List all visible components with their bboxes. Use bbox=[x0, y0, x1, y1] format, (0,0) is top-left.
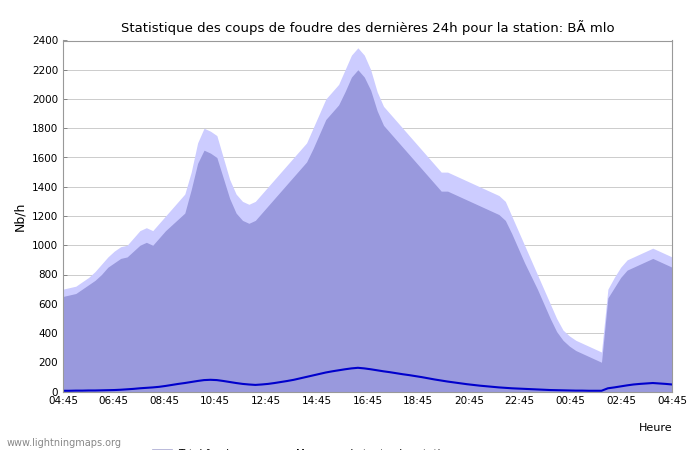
Text: Heure: Heure bbox=[638, 423, 672, 433]
Text: www.lightningmaps.org: www.lightningmaps.org bbox=[7, 438, 122, 448]
Title: Statistique des coups de foudre des dernières 24h pour la station: BÃ mlo: Statistique des coups de foudre des dern… bbox=[120, 20, 615, 35]
Y-axis label: Nb/h: Nb/h bbox=[13, 201, 27, 231]
